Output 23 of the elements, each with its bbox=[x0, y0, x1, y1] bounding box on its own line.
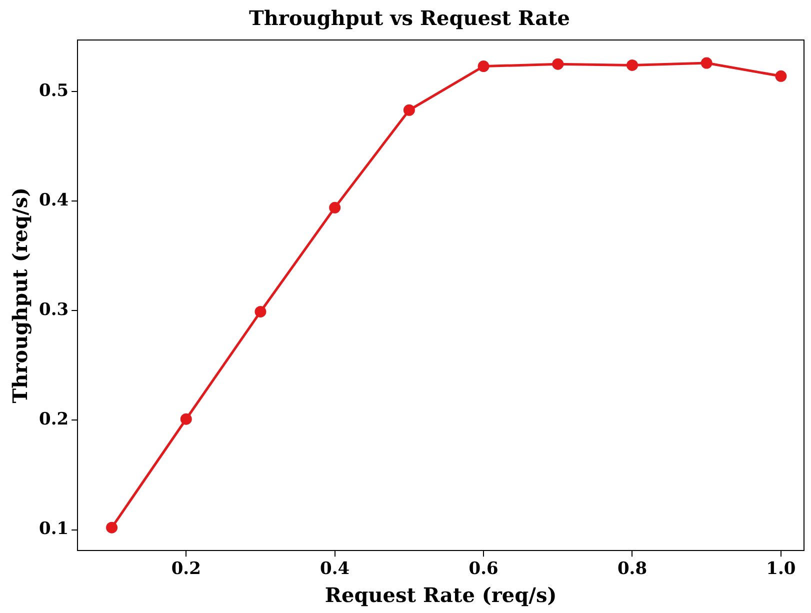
y-tick-label: 0.5 bbox=[39, 80, 69, 101]
y-tick-label: 0.1 bbox=[39, 519, 69, 540]
point bbox=[180, 413, 192, 425]
point bbox=[552, 58, 564, 70]
x-tick-label: 0.2 bbox=[171, 559, 201, 580]
x-tick-label: 0.8 bbox=[617, 559, 648, 580]
point bbox=[775, 70, 787, 82]
y-tick-label: 0.3 bbox=[39, 300, 69, 320]
point bbox=[478, 60, 490, 72]
y-axis-title: Throughput (req/s) bbox=[8, 187, 32, 404]
x-tick-label: 0.4 bbox=[320, 559, 350, 580]
point bbox=[254, 306, 266, 318]
y-tick-label: 0.2 bbox=[39, 410, 69, 430]
x-axis-title: Request Rate (req/s) bbox=[324, 583, 557, 608]
x-tick-label: 0.6 bbox=[468, 559, 498, 580]
y-tick-label: 0.4 bbox=[39, 190, 69, 210]
point bbox=[329, 202, 341, 214]
chart-title: Throughput vs Request Rate bbox=[249, 6, 570, 30]
point bbox=[106, 522, 118, 534]
point bbox=[626, 59, 638, 71]
point bbox=[700, 57, 712, 69]
x-tick-label: 1.0 bbox=[766, 559, 796, 580]
point bbox=[403, 104, 415, 116]
